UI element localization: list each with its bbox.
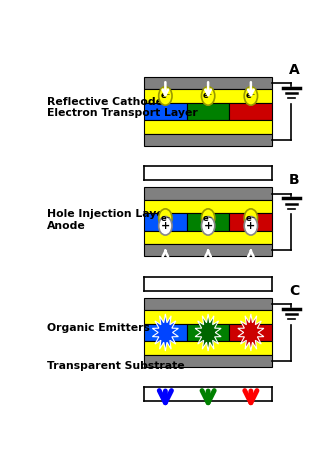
Circle shape xyxy=(202,217,215,235)
Bar xyxy=(229,324,272,341)
Bar xyxy=(144,213,187,231)
Bar xyxy=(229,103,272,120)
Text: Transparent Substrate: Transparent Substrate xyxy=(46,361,184,371)
Text: Electron Transport Layer: Electron Transport Layer xyxy=(46,107,197,118)
Bar xyxy=(144,77,272,89)
Bar xyxy=(187,213,229,231)
Bar xyxy=(144,200,272,213)
Text: +: + xyxy=(246,221,256,231)
Circle shape xyxy=(159,209,172,227)
Text: +: + xyxy=(204,221,213,231)
Bar xyxy=(144,134,272,146)
Bar xyxy=(144,188,272,200)
Bar xyxy=(144,310,272,324)
Bar xyxy=(229,213,272,231)
Circle shape xyxy=(202,209,215,227)
Bar xyxy=(144,341,272,355)
Circle shape xyxy=(159,87,172,105)
Text: e⁻: e⁻ xyxy=(246,92,256,100)
Bar xyxy=(144,89,272,103)
Bar xyxy=(144,298,272,310)
Polygon shape xyxy=(238,314,264,351)
Text: Organic Emitters: Organic Emitters xyxy=(46,323,149,333)
Text: B: B xyxy=(289,173,300,188)
Bar xyxy=(144,355,272,367)
Text: e⁻: e⁻ xyxy=(203,92,213,100)
Bar xyxy=(187,103,229,120)
Bar xyxy=(144,120,272,134)
Bar xyxy=(144,103,187,120)
Circle shape xyxy=(244,87,258,105)
Circle shape xyxy=(244,217,258,235)
Text: A: A xyxy=(289,63,300,77)
Text: Reflective Cathode: Reflective Cathode xyxy=(46,97,163,107)
Text: C: C xyxy=(289,284,299,298)
Bar xyxy=(144,244,272,257)
Bar xyxy=(144,324,187,341)
Text: e⁻: e⁻ xyxy=(246,213,256,223)
Text: e⁻: e⁻ xyxy=(203,213,213,223)
Circle shape xyxy=(159,217,172,235)
Text: Hole Injection Layer: Hole Injection Layer xyxy=(46,209,168,219)
Polygon shape xyxy=(195,314,221,351)
Polygon shape xyxy=(152,314,178,351)
Circle shape xyxy=(202,87,215,105)
Text: Anode: Anode xyxy=(46,221,85,231)
Circle shape xyxy=(244,209,258,227)
Bar xyxy=(144,231,272,244)
Text: e⁻: e⁻ xyxy=(160,213,170,223)
Text: e⁻: e⁻ xyxy=(160,92,170,100)
Text: +: + xyxy=(161,221,170,231)
Bar xyxy=(187,324,229,341)
